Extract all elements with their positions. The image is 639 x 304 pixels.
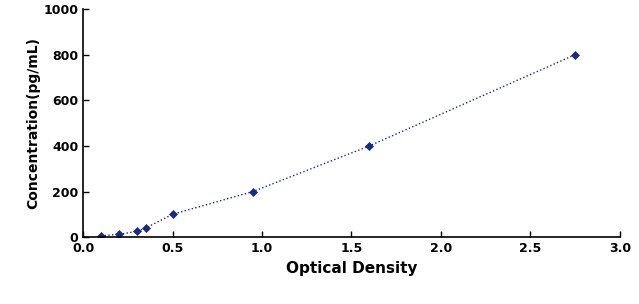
Y-axis label: Concentration(pg/mL): Concentration(pg/mL) [26,37,40,209]
X-axis label: Optical Density: Optical Density [286,261,417,275]
